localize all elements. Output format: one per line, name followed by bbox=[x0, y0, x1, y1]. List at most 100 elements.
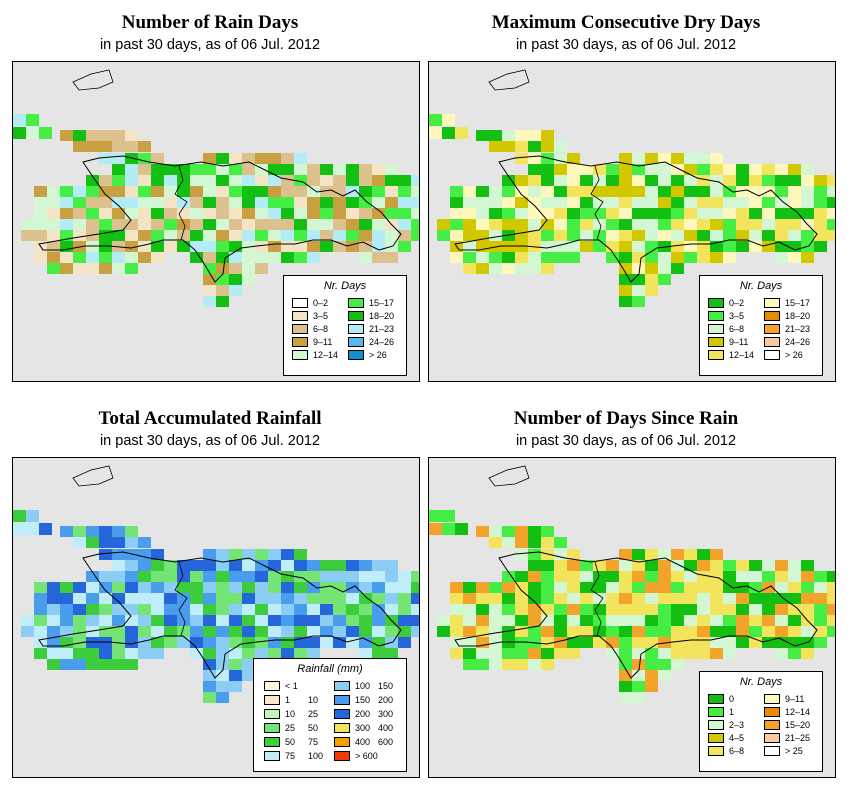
grid-cell bbox=[34, 186, 47, 197]
legend-label: 300 bbox=[355, 723, 371, 733]
grid-cell bbox=[372, 186, 385, 197]
grid-cell bbox=[645, 230, 658, 241]
grid-cell bbox=[125, 186, 138, 197]
coastline bbox=[454, 551, 818, 679]
grid-cell bbox=[359, 252, 372, 263]
legend-swatch bbox=[334, 681, 350, 691]
grid-cell bbox=[463, 241, 476, 252]
grid-cell bbox=[346, 219, 359, 230]
grid-cell bbox=[632, 153, 645, 164]
grid-cell bbox=[47, 659, 60, 670]
grid-cell bbox=[515, 219, 528, 230]
grid-cell bbox=[411, 582, 419, 593]
grid-cell bbox=[216, 274, 229, 285]
grid-cell bbox=[164, 197, 177, 208]
grid-cell bbox=[541, 526, 554, 537]
grid-cell bbox=[528, 615, 541, 626]
panel-subtitle: in past 30 days, as of 06 Jul. 2012 bbox=[99, 37, 321, 53]
grid-cell bbox=[814, 241, 827, 252]
coastline bbox=[38, 155, 402, 283]
grid-cell bbox=[177, 593, 190, 604]
grid-cell bbox=[385, 593, 398, 604]
grid-cell bbox=[385, 208, 398, 219]
grid-cell bbox=[385, 571, 398, 582]
grid-cell bbox=[658, 648, 671, 659]
legend-label: 9–11 bbox=[313, 337, 333, 347]
legend-label: 9–11 bbox=[785, 694, 805, 704]
grid-cell bbox=[268, 241, 281, 252]
grid-cell bbox=[554, 560, 567, 571]
grid-cell bbox=[736, 230, 749, 241]
grid-cell bbox=[697, 593, 710, 604]
grid-cell bbox=[762, 615, 775, 626]
grid-cell bbox=[554, 208, 567, 219]
grid-cell bbox=[489, 659, 502, 670]
grid-cell bbox=[723, 186, 736, 197]
grid-cell bbox=[411, 186, 419, 197]
grid-cell bbox=[190, 560, 203, 571]
grid-cell bbox=[112, 141, 125, 152]
grid-cell bbox=[710, 637, 723, 648]
grid-cell bbox=[658, 549, 671, 560]
grid-cell bbox=[398, 197, 411, 208]
grid-cell bbox=[125, 549, 138, 560]
grid-cell bbox=[775, 241, 788, 252]
grid-cell bbox=[541, 186, 554, 197]
grid-cell bbox=[658, 186, 671, 197]
grid-cell bbox=[736, 582, 749, 593]
grid-cell bbox=[710, 241, 723, 252]
grid-cell bbox=[541, 637, 554, 648]
grid-cell bbox=[697, 604, 710, 615]
grid-cell bbox=[138, 219, 151, 230]
grid-cell bbox=[671, 648, 684, 659]
grid-cell bbox=[749, 571, 762, 582]
grid-cell bbox=[281, 571, 294, 582]
grid-cell bbox=[216, 648, 229, 659]
grid-cell bbox=[541, 208, 554, 219]
grid-cell bbox=[541, 164, 554, 175]
grid-cell bbox=[333, 560, 346, 571]
grid-cell bbox=[671, 219, 684, 230]
legend-label: > 600 bbox=[355, 751, 378, 761]
grid-cell bbox=[684, 252, 697, 263]
grid-cell bbox=[294, 571, 307, 582]
grid-cell bbox=[359, 241, 372, 252]
grid-cell bbox=[528, 208, 541, 219]
grid-cell bbox=[99, 186, 112, 197]
grid-cell bbox=[762, 197, 775, 208]
grid-cell bbox=[567, 153, 580, 164]
grid-cell bbox=[242, 252, 255, 263]
grid-cell bbox=[268, 208, 281, 219]
grid-cell bbox=[658, 593, 671, 604]
grid-cell bbox=[112, 263, 125, 274]
grid-cell bbox=[21, 615, 34, 626]
grid-cell bbox=[632, 241, 645, 252]
grid-cell bbox=[99, 526, 112, 537]
grid-cell bbox=[255, 571, 268, 582]
grid-cell bbox=[398, 175, 411, 186]
grid-cell bbox=[47, 637, 60, 648]
grid-cell bbox=[190, 252, 203, 263]
grid-cell bbox=[229, 637, 242, 648]
grid-cell bbox=[749, 604, 762, 615]
legend-label: 10 bbox=[285, 709, 296, 719]
grid-cell bbox=[775, 175, 788, 186]
legend-label: 2–3 bbox=[729, 720, 745, 730]
grid-cell bbox=[216, 571, 229, 582]
grid-cell bbox=[827, 604, 835, 615]
grid-cell bbox=[73, 219, 86, 230]
grid-cell bbox=[801, 626, 814, 637]
grid-cell bbox=[775, 604, 788, 615]
grid-cell bbox=[26, 510, 39, 522]
grid-cell bbox=[216, 263, 229, 274]
grid-cell bbox=[658, 208, 671, 219]
grid-cell bbox=[580, 560, 593, 571]
grid-cell bbox=[515, 252, 528, 263]
grid-cell bbox=[489, 219, 502, 230]
grid-cell bbox=[151, 648, 164, 659]
grid-cell bbox=[476, 593, 489, 604]
grid-cell bbox=[333, 186, 346, 197]
grid-cell bbox=[39, 523, 52, 535]
grid-cell bbox=[619, 252, 632, 263]
grid-cell bbox=[502, 175, 515, 186]
